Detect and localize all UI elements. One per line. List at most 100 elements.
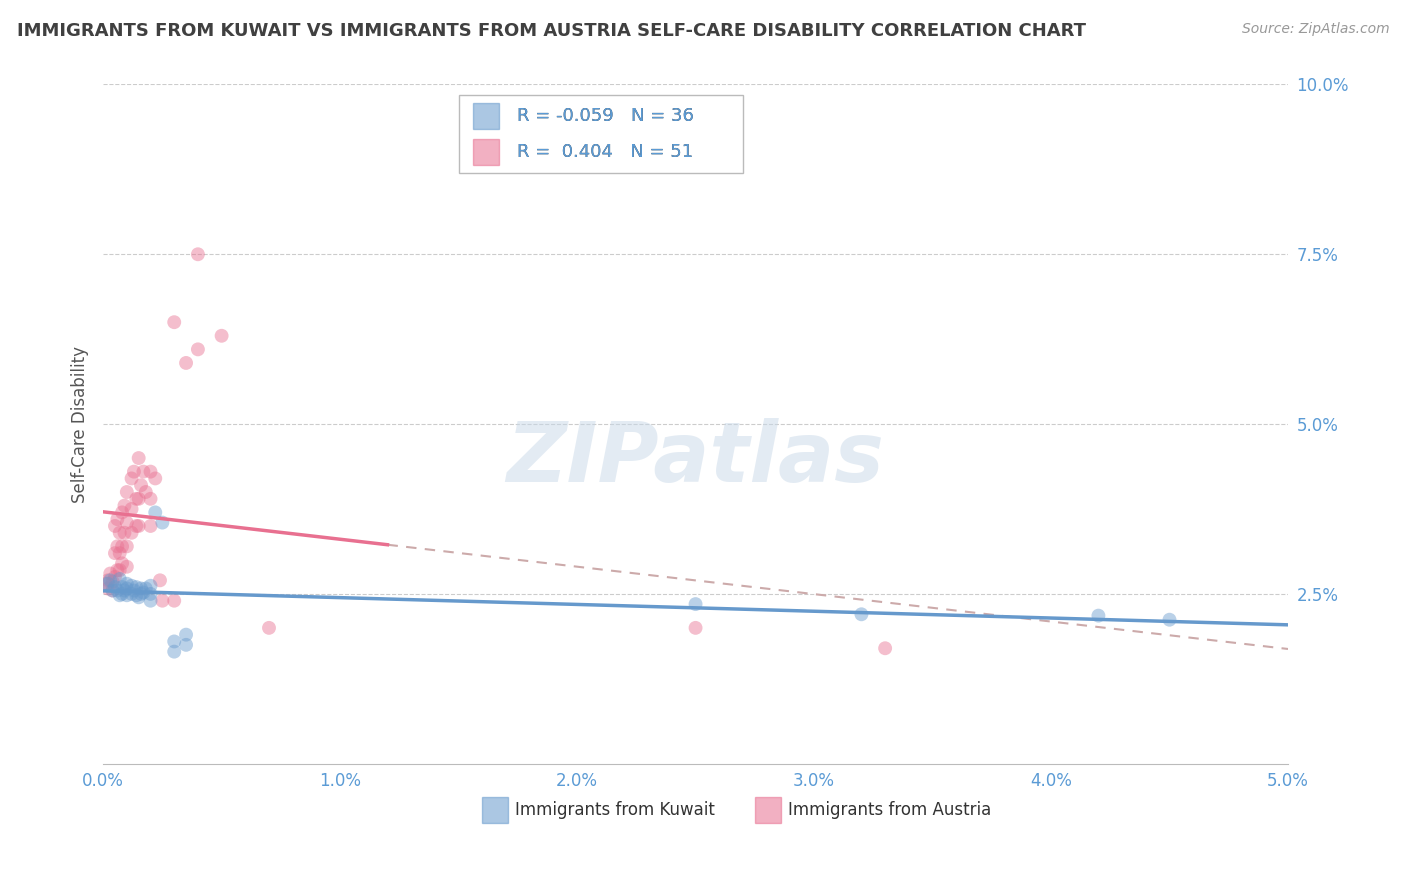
Bar xyxy=(472,139,499,165)
Point xyxy=(1087,608,1109,623)
Point xyxy=(105,583,128,598)
Point xyxy=(104,580,127,594)
Bar xyxy=(755,797,780,822)
Point xyxy=(150,593,173,607)
Point xyxy=(111,505,134,519)
Point xyxy=(105,512,128,526)
Point xyxy=(115,588,138,602)
Point xyxy=(98,574,121,588)
Point xyxy=(128,491,150,506)
Point xyxy=(125,519,148,533)
Point xyxy=(129,582,152,596)
Point xyxy=(143,505,166,519)
Point xyxy=(139,491,162,506)
Point xyxy=(149,574,172,588)
Point xyxy=(139,593,162,607)
Point xyxy=(211,328,233,343)
Point xyxy=(143,471,166,485)
Point xyxy=(163,634,186,648)
Bar xyxy=(482,797,509,822)
Point xyxy=(114,583,136,598)
Point xyxy=(257,621,280,635)
Point xyxy=(121,525,143,540)
Point xyxy=(105,563,128,577)
Point xyxy=(115,516,138,530)
Point xyxy=(115,582,138,596)
Point xyxy=(121,471,143,485)
Point xyxy=(174,356,197,370)
Point xyxy=(163,315,186,329)
Point xyxy=(851,607,873,622)
Point xyxy=(125,588,148,602)
Point xyxy=(101,583,124,598)
Point xyxy=(94,576,117,591)
Point xyxy=(115,559,138,574)
Point xyxy=(121,587,143,601)
Y-axis label: Self-Care Disability: Self-Care Disability xyxy=(72,345,89,502)
Point xyxy=(115,576,138,591)
Point xyxy=(150,516,173,530)
Point xyxy=(135,582,157,596)
Point xyxy=(1159,613,1181,627)
Point xyxy=(163,593,186,607)
Point xyxy=(132,585,155,599)
Text: R = -0.059   N = 36: R = -0.059 N = 36 xyxy=(516,107,693,125)
Point xyxy=(104,570,127,584)
Point xyxy=(139,587,162,601)
Point xyxy=(125,491,148,506)
Point xyxy=(98,566,121,581)
Point xyxy=(104,546,127,560)
Text: R =  0.404   N = 51: R = 0.404 N = 51 xyxy=(516,143,693,161)
Point xyxy=(108,563,131,577)
Point xyxy=(135,485,157,500)
Point xyxy=(111,557,134,571)
Point xyxy=(139,465,162,479)
Point xyxy=(111,587,134,601)
Point xyxy=(122,583,145,598)
Point xyxy=(97,576,120,591)
Point xyxy=(108,572,131,586)
Text: ZIPatlas: ZIPatlas xyxy=(506,417,884,499)
Text: R =  0.404   N = 51: R = 0.404 N = 51 xyxy=(516,143,693,161)
Point xyxy=(111,540,134,554)
Text: IMMIGRANTS FROM KUWAIT VS IMMIGRANTS FROM AUSTRIA SELF-CARE DISABILITY CORRELATI: IMMIGRANTS FROM KUWAIT VS IMMIGRANTS FRO… xyxy=(17,22,1085,40)
Point xyxy=(128,591,150,605)
Point xyxy=(101,583,124,598)
Point xyxy=(139,519,162,533)
Point xyxy=(114,525,136,540)
Point xyxy=(97,582,120,596)
Point xyxy=(187,343,209,357)
Point xyxy=(114,499,136,513)
Text: R = -0.059   N = 36: R = -0.059 N = 36 xyxy=(516,107,693,125)
Point xyxy=(875,641,897,656)
Point xyxy=(125,580,148,594)
Point xyxy=(108,525,131,540)
Point xyxy=(139,579,162,593)
Point xyxy=(129,587,152,601)
Point xyxy=(128,519,150,533)
Point xyxy=(115,485,138,500)
Point xyxy=(111,580,134,594)
Point xyxy=(104,519,127,533)
Point xyxy=(105,540,128,554)
Point xyxy=(121,502,143,516)
Point xyxy=(101,574,124,589)
Text: Immigrants from Austria: Immigrants from Austria xyxy=(787,801,991,819)
Point xyxy=(132,465,155,479)
Point xyxy=(108,546,131,560)
Point xyxy=(685,621,707,635)
Point xyxy=(174,638,197,652)
Point xyxy=(174,628,197,642)
FancyBboxPatch shape xyxy=(458,95,742,173)
Text: Immigrants from Kuwait: Immigrants from Kuwait xyxy=(516,801,716,819)
Point xyxy=(187,247,209,261)
Point xyxy=(129,478,152,492)
Point xyxy=(97,574,120,588)
Bar xyxy=(472,103,499,129)
Point xyxy=(121,579,143,593)
Point xyxy=(685,597,707,611)
Text: Source: ZipAtlas.com: Source: ZipAtlas.com xyxy=(1241,22,1389,37)
Point xyxy=(108,588,131,602)
Point xyxy=(122,465,145,479)
Point xyxy=(128,451,150,466)
